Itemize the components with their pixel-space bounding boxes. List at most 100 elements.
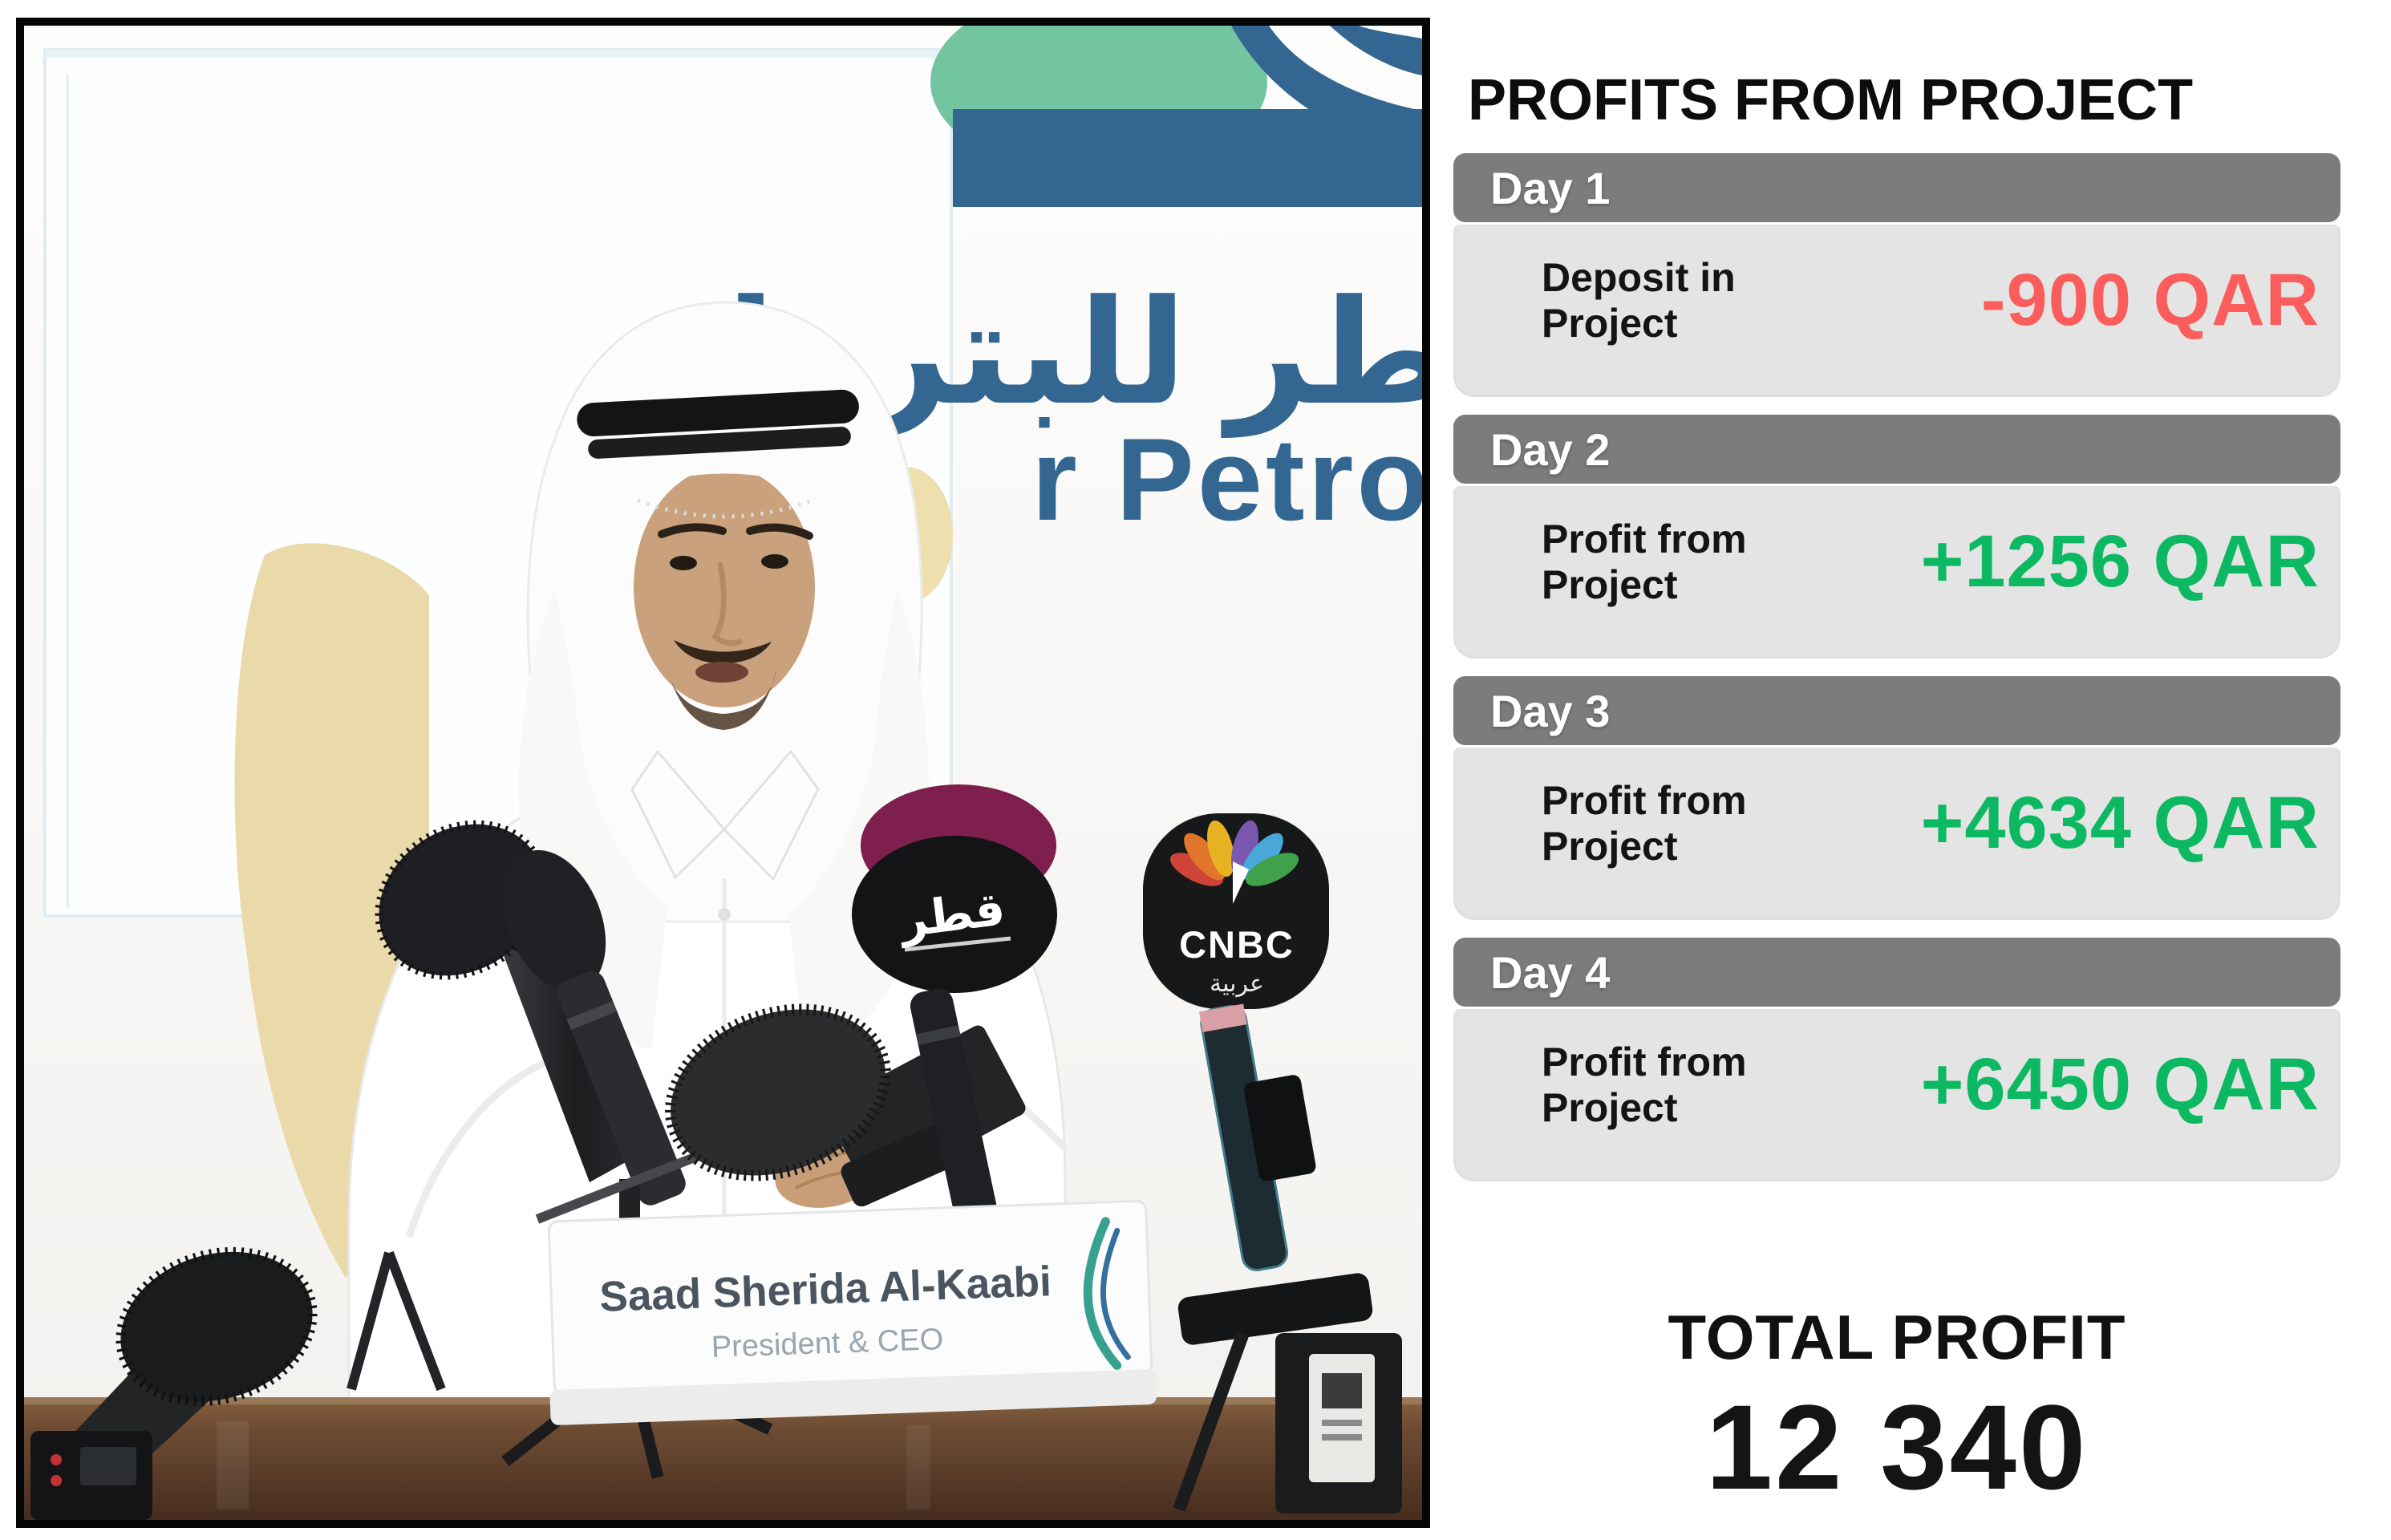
agal-cord-bottom	[588, 426, 851, 459]
mic-qatar-tv: قطر	[852, 784, 1057, 1393]
qatar-mic-small-text	[904, 936, 1011, 952]
collar-left	[630, 749, 727, 880]
mic-furry	[665, 1003, 964, 1207]
entry-label-line1: Profit from	[1542, 516, 1747, 561]
peacock-blue	[1242, 833, 1283, 881]
mic-cnbc: CNBC عربية	[1143, 813, 1402, 1514]
button	[718, 908, 731, 921]
day-card-header: Day 4	[1453, 938, 2340, 1007]
eyebrow-left	[658, 523, 727, 538]
far-left-foam-fuzz	[115, 1246, 318, 1407]
eye-left	[670, 556, 697, 570]
qatar-handle-body	[910, 988, 999, 1236]
day-card: Day 3 Profit from Project +4634 QAR	[1453, 676, 2340, 920]
recorder-screen	[80, 1447, 136, 1485]
press-conference-photo: قطر للبترول r Petrole	[16, 18, 1430, 1528]
profit-cards: Day 1 Deposit in Project -900 QAR Day 2 …	[1453, 153, 2340, 1199]
total-profit-value: 12 340	[1705, 1380, 2089, 1514]
agal-band	[577, 389, 859, 459]
day-card-body: Profit from Project +1256 QAR	[1453, 486, 2340, 659]
entry-label-line2: Project	[1542, 561, 1678, 607]
furry-mount	[841, 1121, 964, 1207]
logo-wave-outer	[1231, 26, 1422, 154]
cnbc-peacock-icon	[1169, 820, 1299, 904]
mustache	[674, 640, 772, 663]
label-line	[1322, 1420, 1362, 1426]
day-card: Day 2 Profit from Project +1256 QAR	[1453, 415, 2340, 659]
cnbc-tripod-leg	[1173, 1331, 1250, 1512]
collar-right	[722, 749, 820, 881]
day-card-header: Day 2	[1453, 415, 2340, 484]
photo-scene: قطر للبترول r Petrole	[24, 26, 1422, 1520]
entry-value: -900 QAR	[1980, 259, 2320, 341]
entry-label-line1: Profit from	[1542, 777, 1747, 823]
entry-label-line1: Profit from	[1542, 1039, 1747, 1084]
total-profit-label: TOTAL PROFIT	[1668, 1302, 2126, 1372]
furry-windscreen	[671, 1009, 885, 1176]
entry-label: Profit from Project	[1542, 778, 1747, 869]
mic-left-foam	[379, 824, 544, 976]
qatar-mic-handle	[910, 988, 999, 1236]
day-label: Day 3	[1490, 685, 1611, 736]
entry-label-line2: Project	[1542, 300, 1678, 346]
entry-label-line2: Project	[1542, 1084, 1678, 1130]
screen-side-edge	[66, 74, 69, 908]
ghutra-trim	[637, 498, 813, 519]
day-label: Day 2	[1490, 424, 1611, 475]
cnbc-transmitter	[1244, 1075, 1316, 1181]
day-card-header: Day 3	[1453, 676, 2340, 745]
day-card-body: Deposit in Project -900 QAR	[1453, 225, 2340, 397]
day-card: Day 4 Profit from Project +6450 QAR	[1453, 938, 2340, 1181]
goatee	[667, 669, 776, 730]
mic-left-slim	[503, 849, 686, 1206]
label-line	[1322, 1434, 1362, 1441]
cnbc-clamp	[1177, 1273, 1373, 1345]
entry-value: +1256 QAR	[1920, 521, 2320, 602]
qatar-handle-ring	[915, 1025, 961, 1046]
eye-right	[761, 554, 788, 569]
day-card-header: Day 1	[1453, 153, 2340, 222]
cnbc-mic-flag-arabic: عربية	[1210, 971, 1264, 997]
cnbc-handle-band	[1198, 1003, 1247, 1032]
entry-value: +4634 QAR	[1920, 782, 2320, 864]
entry-label-line1: Deposit in	[1542, 254, 1736, 300]
stand-rod	[346, 1251, 394, 1391]
day-card-body: Profit from Project +4634 QAR	[1453, 748, 2340, 920]
day-card: Day 1 Deposit in Project -900 QAR	[1453, 153, 2340, 397]
nose	[711, 561, 743, 646]
entry-label: Profit from Project	[1542, 1040, 1747, 1131]
mic-slim-head	[503, 849, 606, 991]
desk-reflection	[217, 1421, 249, 1510]
peacock-body	[1233, 861, 1249, 904]
agal-cord-top	[577, 389, 859, 437]
eyebrow-right	[746, 523, 813, 540]
nameplate-leaf-teal	[1083, 1217, 1122, 1370]
furry-fuzz	[665, 1003, 891, 1181]
peacock-yellow	[1207, 820, 1234, 877]
nameplate-leaf-blue	[1100, 1227, 1131, 1360]
label-logo-square	[1322, 1373, 1362, 1408]
page-title: PROFITS FROM PROJECT	[1468, 68, 2194, 132]
nameplate-title: President & CEO	[711, 1323, 944, 1364]
day-label: Day 4	[1490, 946, 1611, 998]
far-left-foam	[120, 1251, 313, 1402]
sleeve-fold	[405, 1050, 571, 1238]
logo-latin-text: r Petrole	[1031, 414, 1422, 545]
total-profit-block: TOTAL PROFIT 12 340	[1453, 1301, 2340, 1507]
cnbc-mic-flag: CNBC	[1179, 923, 1295, 966]
desk-reflection	[906, 1425, 930, 1510]
recorder-led	[51, 1475, 62, 1486]
day-card-body: Profit from Project +6450 QAR	[1453, 1009, 2340, 1181]
nameplate-base	[549, 1369, 1157, 1425]
peacock-green	[1245, 853, 1299, 886]
cnbc-mount	[1173, 1273, 1402, 1514]
mic-slim-handle	[557, 971, 686, 1206]
mic-far-left	[30, 1246, 318, 1520]
nameplate: Saad Sherida Al-Kaabi President & CEO	[547, 1199, 1157, 1425]
mouth	[695, 662, 748, 683]
entry-label: Profit from Project	[1542, 517, 1747, 608]
stand-rod	[384, 1250, 446, 1392]
recorder-led	[51, 1454, 62, 1465]
entry-label-line2: Project	[1542, 823, 1678, 869]
peacock-red	[1169, 853, 1224, 886]
